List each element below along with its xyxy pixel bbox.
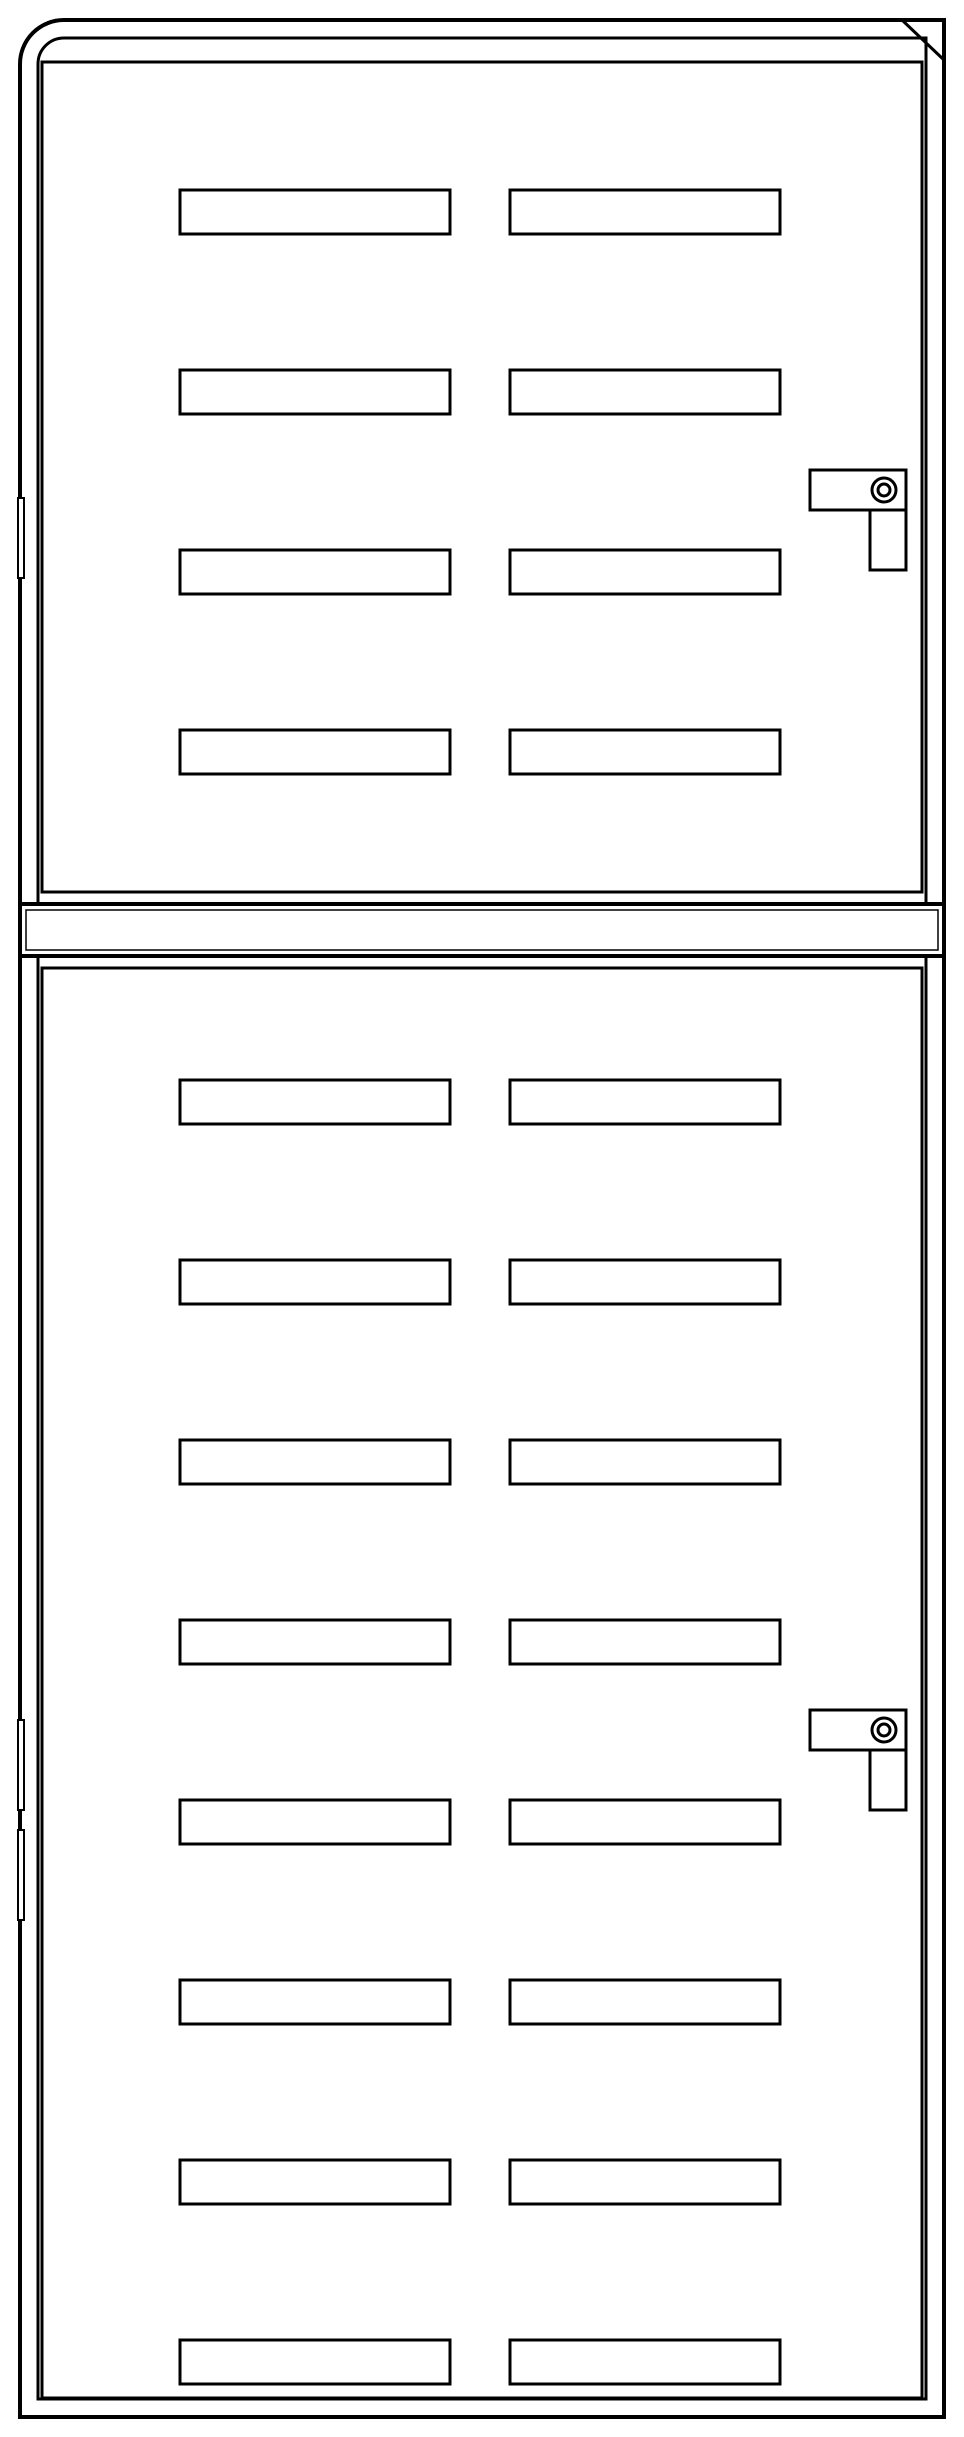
cabinet-drawing [0, 0, 964, 2437]
bottom-slot-r3-c0 [180, 1620, 450, 1664]
bottom-slot-r0-c1 [510, 1080, 780, 1124]
hinge-top-0 [18, 498, 24, 578]
bottom-slot-r5-c1 [510, 1980, 780, 2024]
bottom-slot-r3-c1 [510, 1620, 780, 1664]
top-handle-bolt-inner [878, 484, 890, 496]
bottom-handle-bolt-inner [878, 1724, 890, 1736]
top-slot-r0-c1 [510, 190, 780, 234]
bottom-slot-r7-c1 [510, 2340, 780, 2384]
top-slot-r1-c0 [180, 370, 450, 414]
top-slot-r0-c0 [180, 190, 450, 234]
top-slot-r1-c1 [510, 370, 780, 414]
top-slot-r3-c0 [180, 730, 450, 774]
bottom-slot-r7-c0 [180, 2340, 450, 2384]
top-slot-r2-c0 [180, 550, 450, 594]
top-handle-tab [870, 510, 906, 570]
bottom-slot-r2-c1 [510, 1440, 780, 1484]
top-slot-r3-c1 [510, 730, 780, 774]
bottom-slot-r5-c0 [180, 1980, 450, 2024]
bottom-slot-r1-c0 [180, 1260, 450, 1304]
bottom-slot-r0-c0 [180, 1080, 450, 1124]
bottom-slot-r4-c1 [510, 1800, 780, 1844]
top-panel [42, 62, 922, 892]
bottom-slot-r6-c0 [180, 2160, 450, 2204]
divider-bar [20, 904, 944, 956]
bottom-panel [42, 968, 922, 2398]
bottom-slot-r2-c0 [180, 1440, 450, 1484]
hinge-bottom-1 [18, 1830, 24, 1920]
bottom-slot-r1-c1 [510, 1260, 780, 1304]
bottom-handle-tab [870, 1750, 906, 1810]
bottom-slot-r4-c0 [180, 1800, 450, 1844]
top-slot-r2-c1 [510, 550, 780, 594]
bottom-slot-r6-c1 [510, 2160, 780, 2204]
hinge-bottom-0 [18, 1720, 24, 1810]
